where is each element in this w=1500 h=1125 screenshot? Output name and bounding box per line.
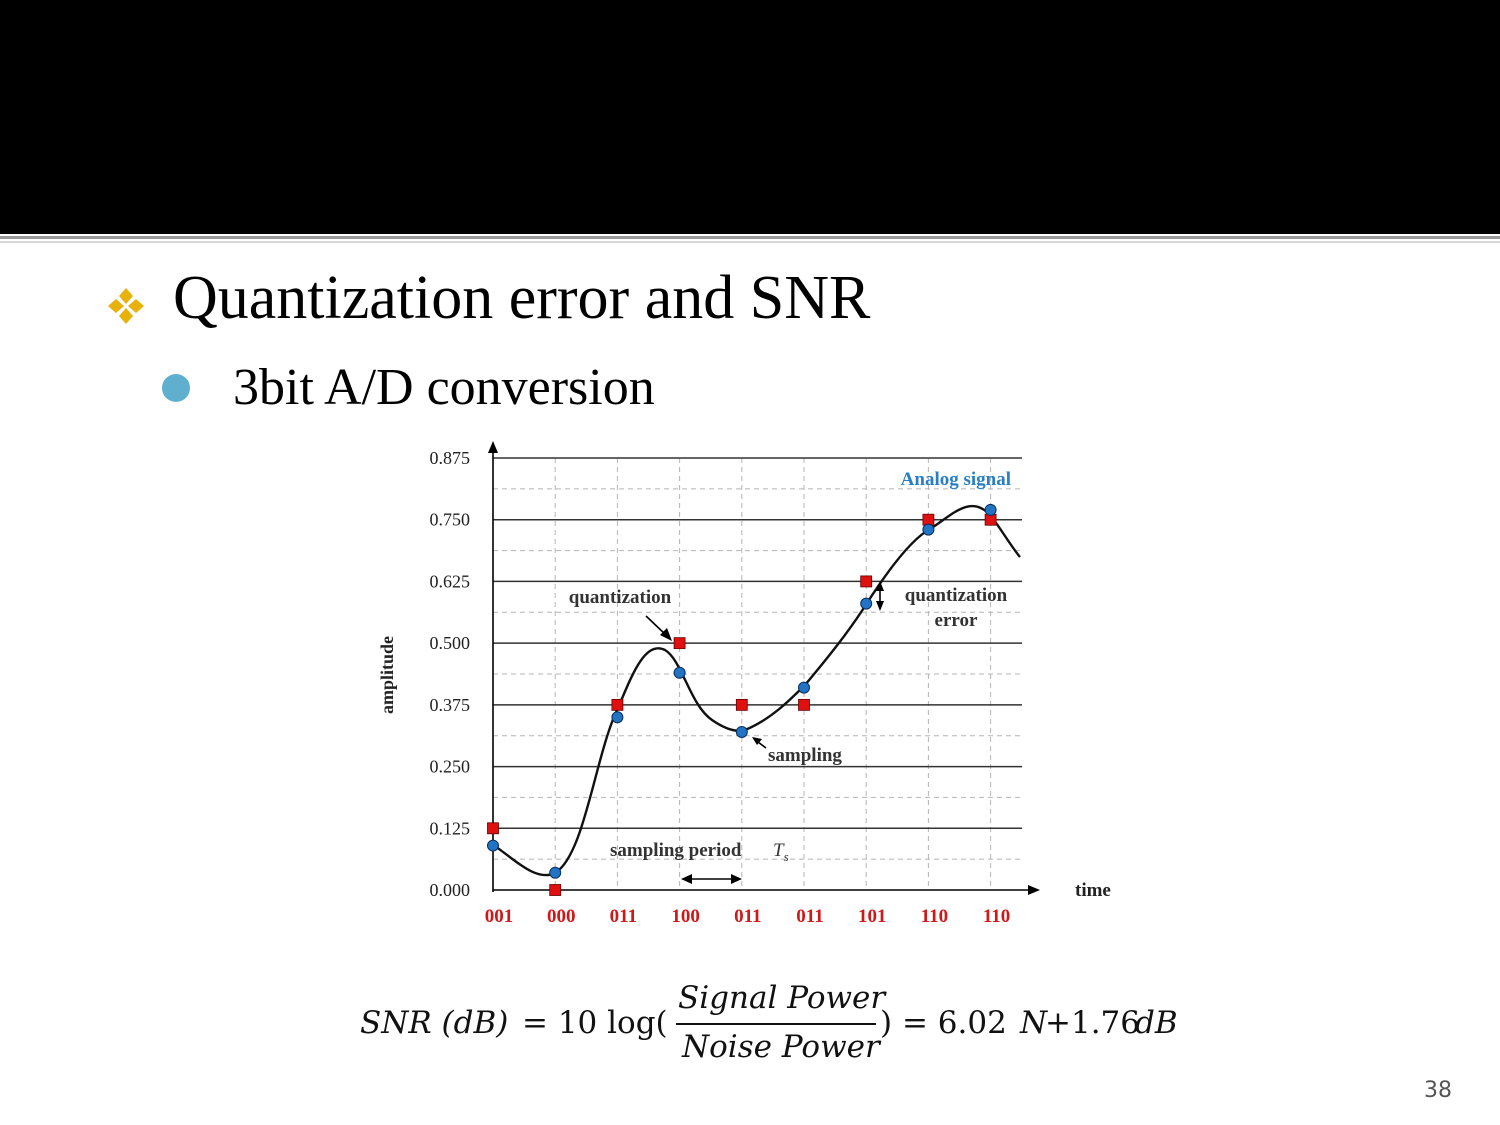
y-tick-label: 0.375 — [430, 695, 471, 715]
title-divider — [0, 236, 1500, 239]
formula-constant: +1.76 — [1045, 1005, 1140, 1041]
sample-point — [487, 839, 499, 852]
quantized-points — [487, 513, 997, 896]
quantized-point — [922, 513, 935, 526]
circle-bullet-icon — [162, 374, 190, 402]
sample-points — [487, 503, 997, 879]
four-diamond-bullet-icon — [108, 288, 144, 324]
quantized-point — [860, 575, 873, 588]
sample-point — [735, 726, 748, 739]
annotation-sampling-period: sampling period — [610, 840, 742, 861]
quantized-point — [984, 513, 997, 526]
annotation-sampling: sampling — [768, 745, 842, 766]
code-label: 110 — [921, 906, 948, 927]
code-label: 001 — [485, 906, 514, 927]
formula-denominator: Noise Power — [682, 1029, 880, 1065]
code-label: 011 — [734, 906, 761, 927]
y-tick-label: 0.250 — [430, 757, 471, 777]
formula-rhs: ) = 6.02 — [880, 1005, 1007, 1041]
sample-point — [860, 597, 873, 610]
code-label: 100 — [671, 906, 700, 927]
formula-unit: dB — [1135, 1005, 1178, 1041]
chart-axes — [488, 441, 1040, 895]
fraction-bar — [676, 1023, 876, 1025]
legend-analog-signal: Analog signal — [901, 469, 1011, 490]
code-label: 011 — [796, 906, 823, 927]
annotation-ts: Ts — [773, 840, 789, 864]
quantization-arrow-head — [660, 628, 672, 641]
y-tick-label: 0.125 — [430, 818, 471, 838]
x-axis-arrow — [1028, 885, 1040, 895]
quantized-point — [735, 698, 748, 711]
quantization-chart: 0.000 0.125 0.250 0.375 0.500 0.625 0.750 0.875… — [377, 441, 1111, 927]
formula-numerator: Signal Power — [678, 980, 886, 1016]
y-tick-label: 0.000 — [430, 880, 471, 900]
quantized-point — [549, 884, 562, 896]
y-tick-label: 0.500 — [430, 633, 471, 653]
quantized-point — [611, 698, 624, 711]
code-label: 000 — [547, 906, 576, 927]
code-label: 101 — [858, 906, 887, 927]
sample-point — [549, 866, 562, 879]
sampling-arrow-head — [752, 737, 762, 745]
formula-var-n: N — [1020, 1005, 1048, 1041]
sample-point — [673, 666, 686, 679]
y-tick-label: 0.625 — [430, 571, 471, 591]
y-tick-label: 0.750 — [430, 510, 471, 530]
formula-lhs: SNR (dB) — [360, 1005, 509, 1041]
analog-signal-curve — [492, 504, 1021, 877]
code-label: 011 — [610, 906, 637, 927]
sample-point — [984, 503, 997, 516]
annotation-quantization-error-1: quantization — [905, 585, 1008, 606]
title-divider-light — [0, 241, 1500, 243]
y-tick-label: 0.875 — [430, 448, 471, 468]
y-axis-label: amplitude — [377, 636, 397, 714]
sampling-arrow-line — [757, 741, 767, 749]
y-axis-arrow — [488, 441, 498, 453]
snr-formula: SNR (dB) = 10 log( Signal Power Noise Po… — [360, 980, 1200, 1072]
sample-point — [798, 681, 810, 694]
sample-point — [922, 523, 935, 536]
page-number: 38 — [1424, 1078, 1452, 1103]
x-axis-label: time — [1075, 880, 1111, 901]
y-tick-labels: 0.000 0.125 0.250 0.375 0.500 0.625 0.750 0.875 — [430, 448, 471, 900]
quantized-point — [673, 637, 686, 650]
annotation-quantization: quantization — [569, 587, 672, 608]
slide-heading: Quantization error and SNR — [173, 264, 871, 332]
formula-equals: = 10 log( — [522, 1005, 668, 1041]
sample-point — [611, 711, 624, 724]
quantized-point — [798, 698, 810, 711]
code-label: 110 — [983, 906, 1010, 927]
chart-grid — [492, 457, 1022, 890]
quantization-arrow-line — [645, 615, 667, 636]
annotation-quantization-error-2: error — [935, 610, 978, 631]
title-bar — [0, 0, 1500, 234]
code-labels: 001 000 011 100 011 011 101 110 110 — [485, 906, 1011, 927]
slide-subheading: 3bit A/D conversion — [233, 359, 655, 416]
quantized-point — [487, 822, 499, 835]
